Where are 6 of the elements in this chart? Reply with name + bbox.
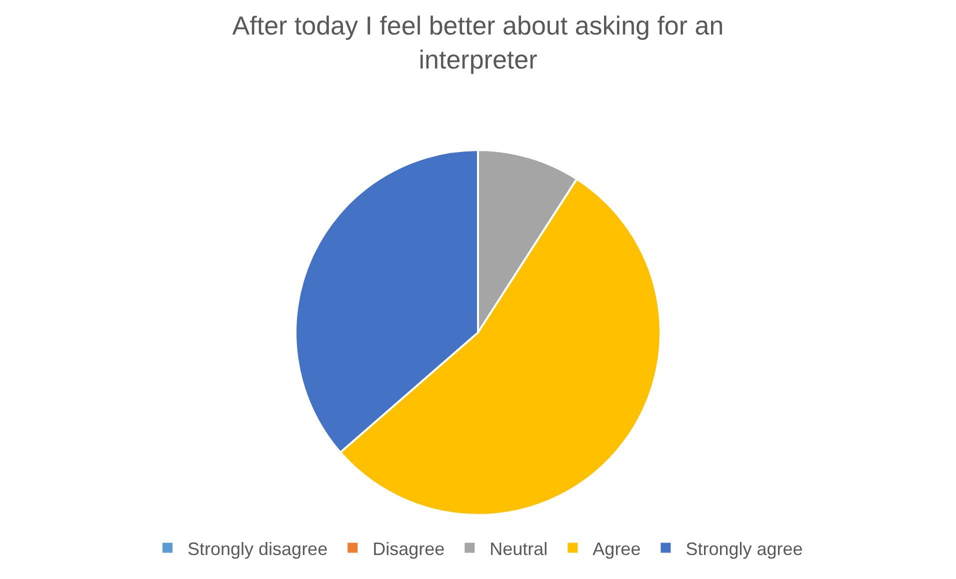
- legend-label: Strongly disagree: [188, 538, 328, 559]
- legend-label: Neutral: [490, 538, 548, 559]
- chart-title: After today I feel better about asking for an interpreter: [232, 10, 724, 75]
- legend-label: Agree: [592, 538, 641, 559]
- legend-label: Strongly agree: [686, 538, 803, 559]
- legend-label: Disagree: [372, 538, 445, 559]
